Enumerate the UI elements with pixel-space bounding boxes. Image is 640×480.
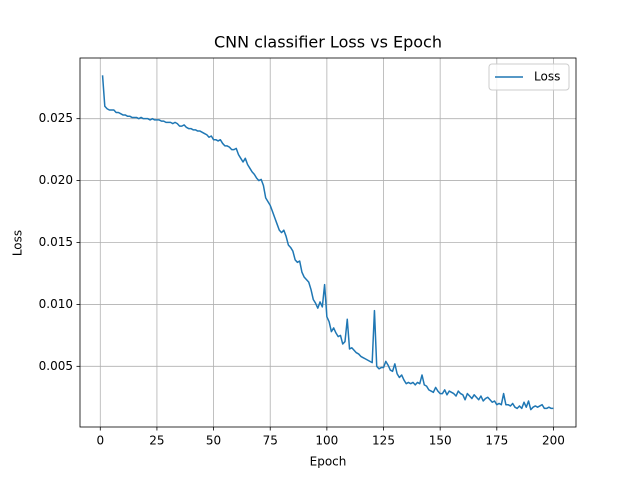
x-tick-label: 0 <box>96 434 104 448</box>
x-tick-label: 25 <box>149 434 164 448</box>
legend-label: Loss <box>534 70 560 84</box>
y-axis-label: Loss <box>11 230 25 256</box>
plot-frame <box>79 57 577 428</box>
y-tick-label: 0.015 <box>39 235 73 249</box>
line <box>101 75 554 411</box>
x-axis-label: Epoch <box>310 455 347 469</box>
x-tick-label: 125 <box>372 434 395 448</box>
x-tick-label: 175 <box>485 434 508 448</box>
x-tick-label: 100 <box>315 434 338 448</box>
y-tick-label: 0.005 <box>39 359 73 373</box>
y-tick-label: 0.020 <box>39 173 73 187</box>
x-tick-label: 150 <box>429 434 452 448</box>
x-tick-label: 200 <box>542 434 565 448</box>
y-tick-label: 0.025 <box>39 111 73 125</box>
x-tick-label: 75 <box>263 434 278 448</box>
chart-title: CNN classifier Loss vs Epoch <box>214 33 442 52</box>
y-tick-label: 0.010 <box>39 297 73 311</box>
x-tick-label: 50 <box>206 434 221 448</box>
legend-box <box>488 63 570 91</box>
